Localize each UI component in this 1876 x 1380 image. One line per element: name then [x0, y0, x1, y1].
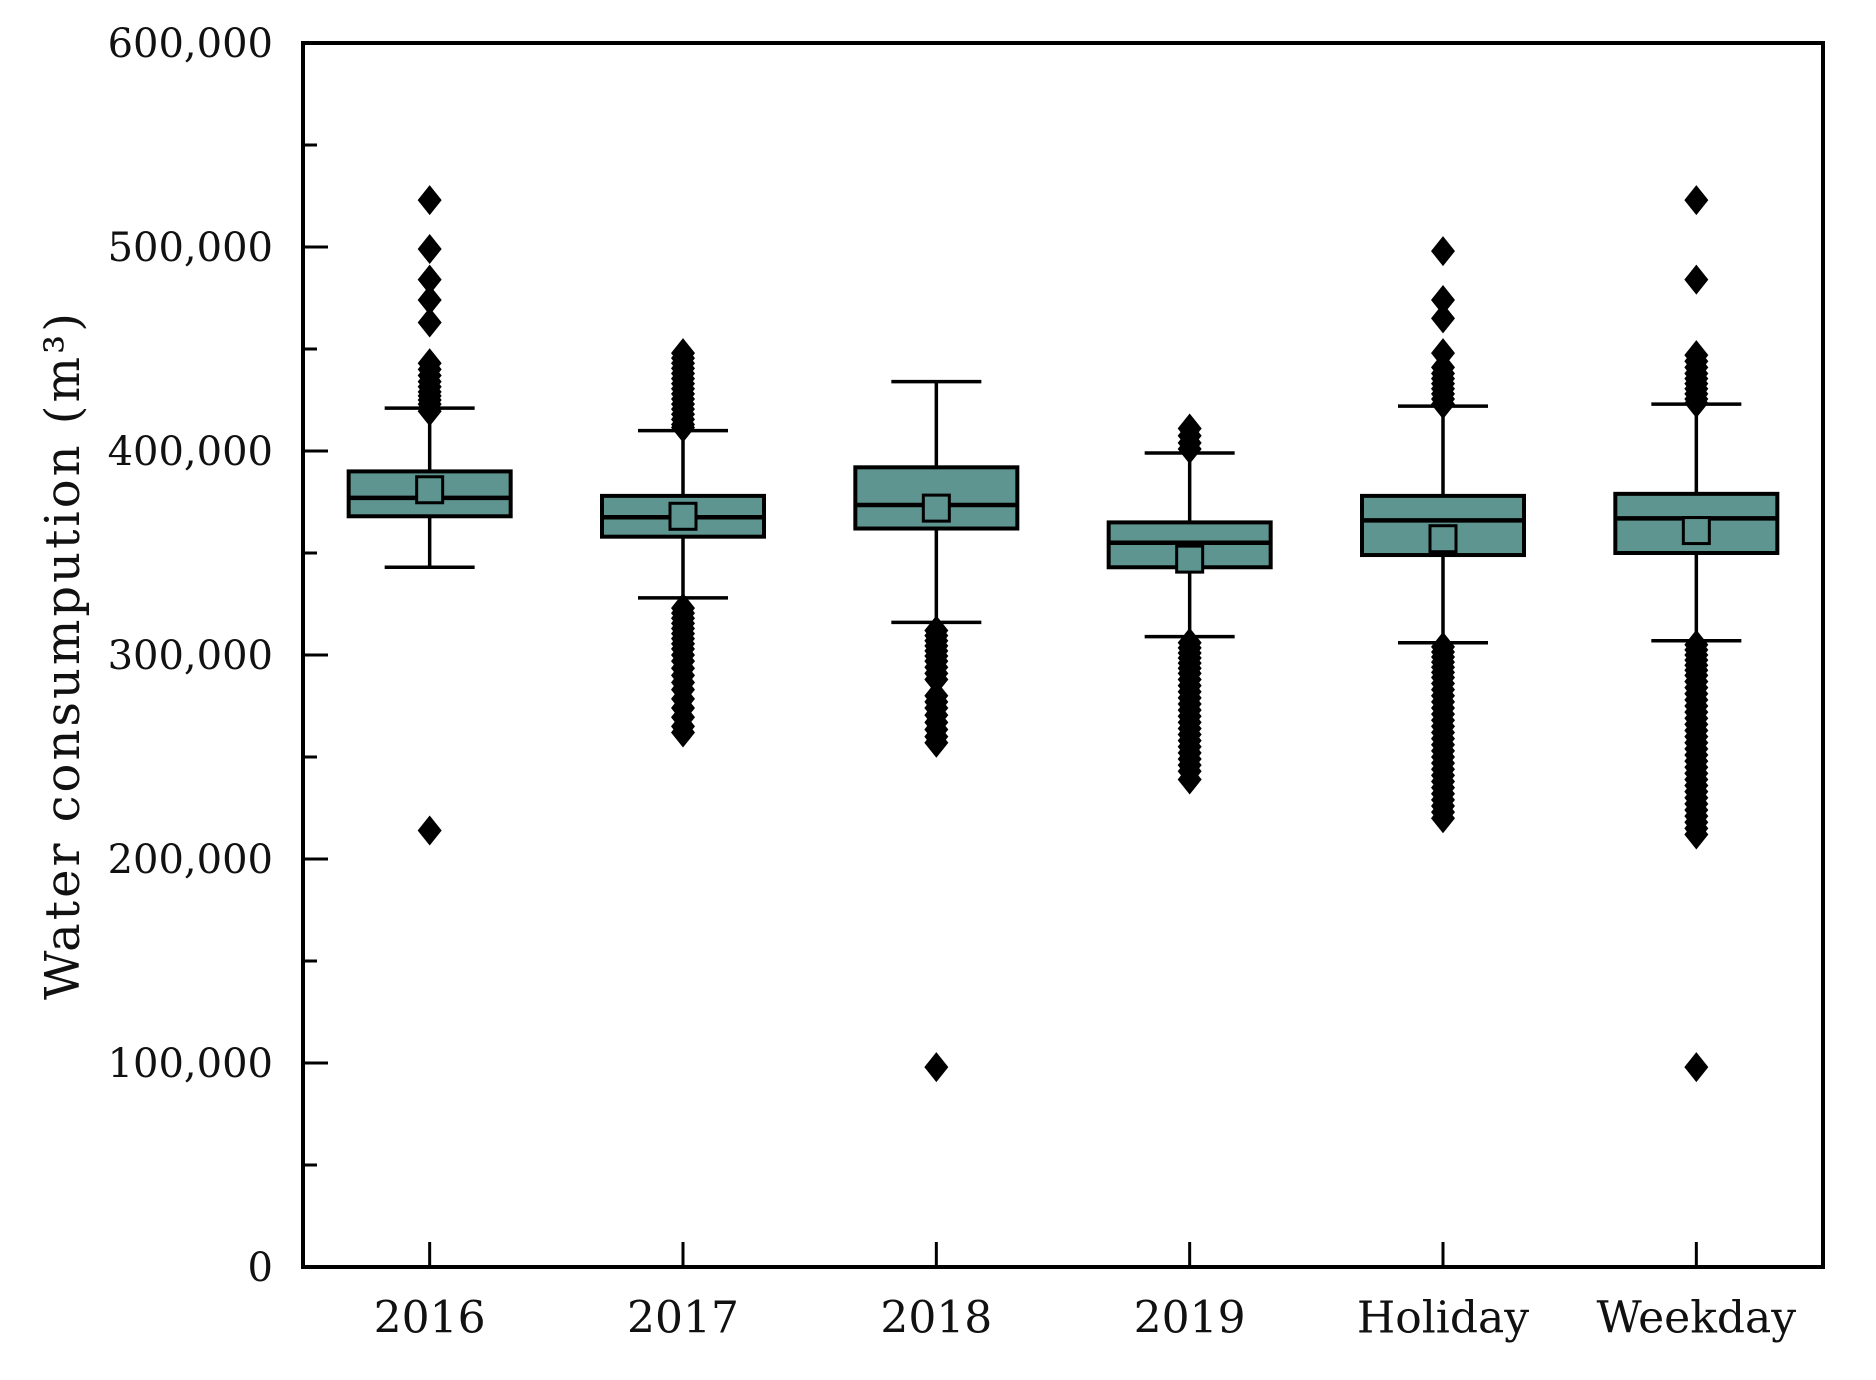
mean-marker [1681, 516, 1711, 546]
outlier-diamond [417, 307, 442, 338]
outlier-diamond [924, 664, 949, 695]
mean-marker [668, 501, 698, 531]
outlier-diamond [924, 1052, 949, 1083]
outlier-diamond [1431, 389, 1455, 420]
x-category-label: 2018 [880, 1292, 992, 1343]
outlier-diamond [671, 412, 695, 443]
y-axis-tick-label: 600,000 [108, 21, 273, 67]
outlier-diamond [1684, 1052, 1709, 1083]
outlier-diamond [1684, 819, 1709, 850]
outlier-diamond [671, 717, 695, 748]
outlier-diamond [417, 396, 442, 427]
mean-marker [921, 493, 951, 523]
outlier-diamond [417, 815, 442, 846]
plot-layer: 0 100,000 200,000 300,000 400,000 500,000 600,… [108, 21, 1825, 1343]
y-axis-tick-label: 0 [248, 1245, 273, 1291]
outlier-diamond [417, 234, 442, 265]
outlier-diamond [1431, 803, 1455, 834]
x-category-label: Weekday [1597, 1292, 1797, 1343]
y-axis-tick-label: 400,000 [108, 429, 273, 475]
outlier-diamond [924, 727, 949, 758]
y-axis-tick-label: 200,000 [108, 837, 273, 883]
outlier-diamond [1431, 236, 1455, 267]
plot-frame [301, 41, 1825, 1269]
outlier-diamond [1684, 185, 1709, 216]
outlier-diamond [417, 285, 442, 316]
x-category-label: 2019 [1134, 1292, 1246, 1343]
outlier-diamond [1684, 388, 1709, 419]
outlier-diamond [1684, 264, 1709, 295]
mean-marker [1428, 524, 1458, 554]
x-category-label: 2017 [627, 1292, 739, 1343]
x-category-label: Holiday [1357, 1292, 1529, 1343]
outlier-diamond [1431, 303, 1455, 334]
outlier-diamond [417, 264, 442, 295]
mean-marker [1175, 544, 1205, 574]
y-axis-tick-label: 500,000 [108, 225, 273, 271]
mean-marker [415, 475, 445, 505]
outlier-diamond [1177, 433, 1202, 464]
outlier-diamond [1177, 764, 1202, 795]
y-axis-tick-label: 100,000 [108, 1041, 273, 1087]
x-category-label: 2016 [374, 1292, 486, 1343]
outlier-diamond [417, 185, 442, 216]
y-axis-title: Water consumpution (m³) [35, 310, 91, 1000]
outlier-diamond [1431, 285, 1455, 316]
y-axis-tick-label: 300,000 [108, 633, 273, 679]
